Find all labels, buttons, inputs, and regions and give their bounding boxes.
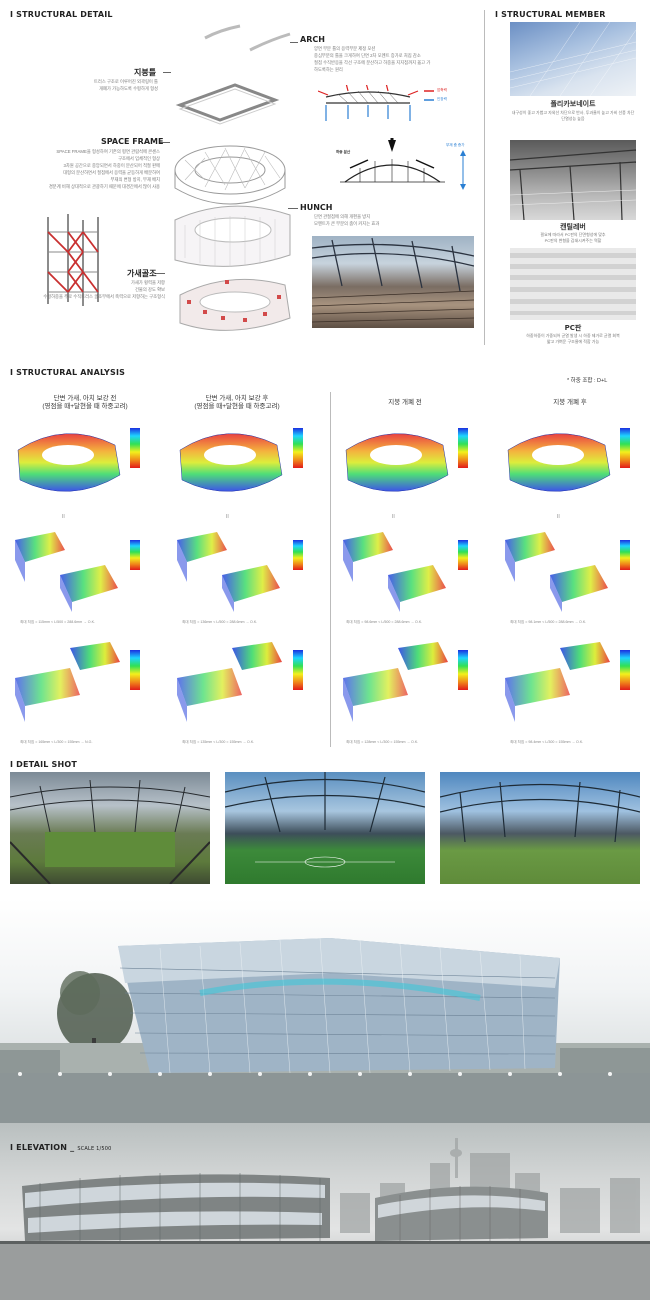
fem-plot-section-2 <box>177 532 280 612</box>
fem-plot-ring-1 <box>17 433 121 492</box>
arch-title: ARCH <box>300 35 325 44</box>
exterior-render <box>0 898 650 1123</box>
space-frame-title: SPACE FRAME <box>101 137 164 146</box>
color-legend <box>620 650 630 690</box>
section-title-elevation: I ELEVATION _ SCALE 1/500 <box>10 1143 112 1152</box>
load-combination-label: * 하중 조합 : D+L <box>567 378 608 384</box>
fem-plot-section-4 <box>505 532 608 612</box>
color-legend <box>293 650 303 690</box>
equal-mark: II <box>62 514 65 520</box>
compression-legend: 압축력 <box>437 88 447 92</box>
detail-shot-2 <box>225 772 425 884</box>
color-legend <box>130 650 140 690</box>
haunch-photo <box>312 236 474 328</box>
roof-frame-description: 트러스 구조로 이루어진 외곽링이 틀 개폐가 가능하도록 수평하게 형성 <box>93 79 158 91</box>
color-legend <box>458 428 468 468</box>
deflection-note: 최대 처짐 = 115mm < L/500 = 288.6mm → O.K. <box>20 620 95 624</box>
deflection-note: 최대 처짐 = 128mm < L/300 = 155mm → O.K. <box>346 740 419 744</box>
member-desc-polycarbonate: 내구성이 좋고 가볍고 자외선 차단으로 반사, 투과율이 높고 가비 선풍 차… <box>511 110 635 121</box>
color-legend <box>130 428 140 468</box>
member-desc-pc-panel: 하중하중이 가중되어 균열 발생 시 하중 제거로 균열 회복 얇고 가벼운 구조… <box>526 333 620 344</box>
arch-description: 양면 부분 틀의 응력부분 제정 모션 중심부분의 틀을 크게하여 단면 2차 모… <box>314 46 431 72</box>
tension-legend: 인장력 <box>437 97 447 101</box>
detail-shot-1 <box>10 772 210 884</box>
deflection-note: 최대 처짐 = 98.4mm < L/300 = 155mm → O.K. <box>510 740 584 744</box>
arch-force-diagram <box>318 85 434 121</box>
member-title-pc-panel: PC판 <box>564 324 582 332</box>
section-title-structural-detail: I STRUCTURAL DETAIL <box>10 10 113 19</box>
leader-line <box>163 72 171 73</box>
equal-mark: II <box>226 514 229 520</box>
analysis-header-3: 지붕 개폐 전 <box>388 399 422 406</box>
fem-plot-ring-2 <box>179 433 283 492</box>
fem-plot-roof-1 <box>15 642 120 722</box>
color-legend <box>458 650 468 690</box>
equal-mark: II <box>392 514 395 520</box>
pc-panel-photo <box>510 248 636 320</box>
arch-load-diagram <box>340 138 445 183</box>
fem-plot-ring-3 <box>345 433 449 492</box>
haunch-title: HUNCH <box>300 203 333 212</box>
color-legend <box>293 428 303 468</box>
load-distribution-label: 하중 분산 <box>336 150 351 154</box>
space-frame-description: SPACE FRAME을 형성하여 기존의 평면 관람석에 콘센스 구조에서 입체… <box>48 149 160 189</box>
elevation-background <box>0 1123 650 1300</box>
leader-line <box>155 273 165 274</box>
analysis-header-4: 지붕 개폐 후 <box>553 399 587 406</box>
color-legend <box>620 428 630 468</box>
color-legend <box>620 540 630 570</box>
deflection-note: 최대 처짐 = 98.1mm < L/500 = 288.6mm → O.K. <box>510 620 587 624</box>
leader-line <box>288 208 298 209</box>
section-title-structural-analysis: I STRUCTURAL ANALYSIS <box>10 368 126 377</box>
fem-plot-section-3 <box>343 532 446 612</box>
braced-frame-description: 가새가 횡력을 저항 건물의 강도 확보 수평하중을 주로 수직트러스 골조부에서 … <box>43 280 165 299</box>
member-depth-arrow <box>460 150 466 190</box>
color-legend <box>458 540 468 570</box>
deflection-note: 최대 처짐 = 135mm < L/300 = 155mm → O.K. <box>182 740 255 744</box>
braced-frame-title: 가새골조 <box>127 269 157 278</box>
cantilever-photo <box>510 140 636 220</box>
member-title-polycarbonate: 폴리카보네이트 <box>550 100 596 108</box>
color-legend <box>130 540 140 570</box>
fem-plot-roof-3 <box>343 642 448 722</box>
roof-frame-title: 지붕틀 <box>134 68 157 77</box>
member-desc-cantilever: 필요에 따라서 PC판의 단면형성에 맞추 PC판의 변형을 감쇄시켜주는 역할 <box>540 232 606 243</box>
analysis-header-1: 단변 가새, 아치 보강 전 (영점을 때+달현을 때 하중고려) <box>42 395 128 410</box>
deflection-note: 최대 처짐 = 136mm < L/500 = 288.6mm → O.K. <box>182 620 258 624</box>
divider <box>330 392 331 747</box>
fem-plot-roof-2 <box>177 642 282 722</box>
fem-plot-ring-4 <box>507 433 611 492</box>
polycarbonate-photo <box>510 22 636 96</box>
fem-plot-roof-4 <box>505 642 610 722</box>
color-legend <box>293 540 303 570</box>
section-title-structural-member: I STRUCTURAL MEMBER <box>495 10 606 19</box>
deflection-note: 최대 처짐 = 165mm < L/300 = 155mm → N.G. <box>20 740 93 744</box>
haunch-description: 단면 관절점에 의해 개편을 방지 모멘트가 큰 부분의 춤이 커지는 효과 <box>314 214 380 226</box>
leader-line <box>160 142 170 143</box>
fem-plot-section-1 <box>15 532 118 612</box>
member-title-cantilever: 캔틸레버 <box>560 223 586 231</box>
member-depth-label: 부재 춤 증가 <box>446 143 465 147</box>
detail-shot-3 <box>440 772 640 884</box>
section-title-detail-shot: I DETAIL SHOT <box>10 760 78 769</box>
analysis-header-2: 단변 가새, 아치 보강 후 (영점을 때+달현을 때 하중고려) <box>194 395 280 410</box>
divider <box>484 10 485 345</box>
equal-mark: II <box>557 514 560 520</box>
leader-line <box>290 42 298 43</box>
braced-frame-illustration <box>47 214 99 306</box>
exploded-structure-illustration <box>174 24 291 331</box>
deflection-note: 최대 처짐 = 98.6mm < L/500 = 288.6mm → O.K. <box>346 620 423 624</box>
